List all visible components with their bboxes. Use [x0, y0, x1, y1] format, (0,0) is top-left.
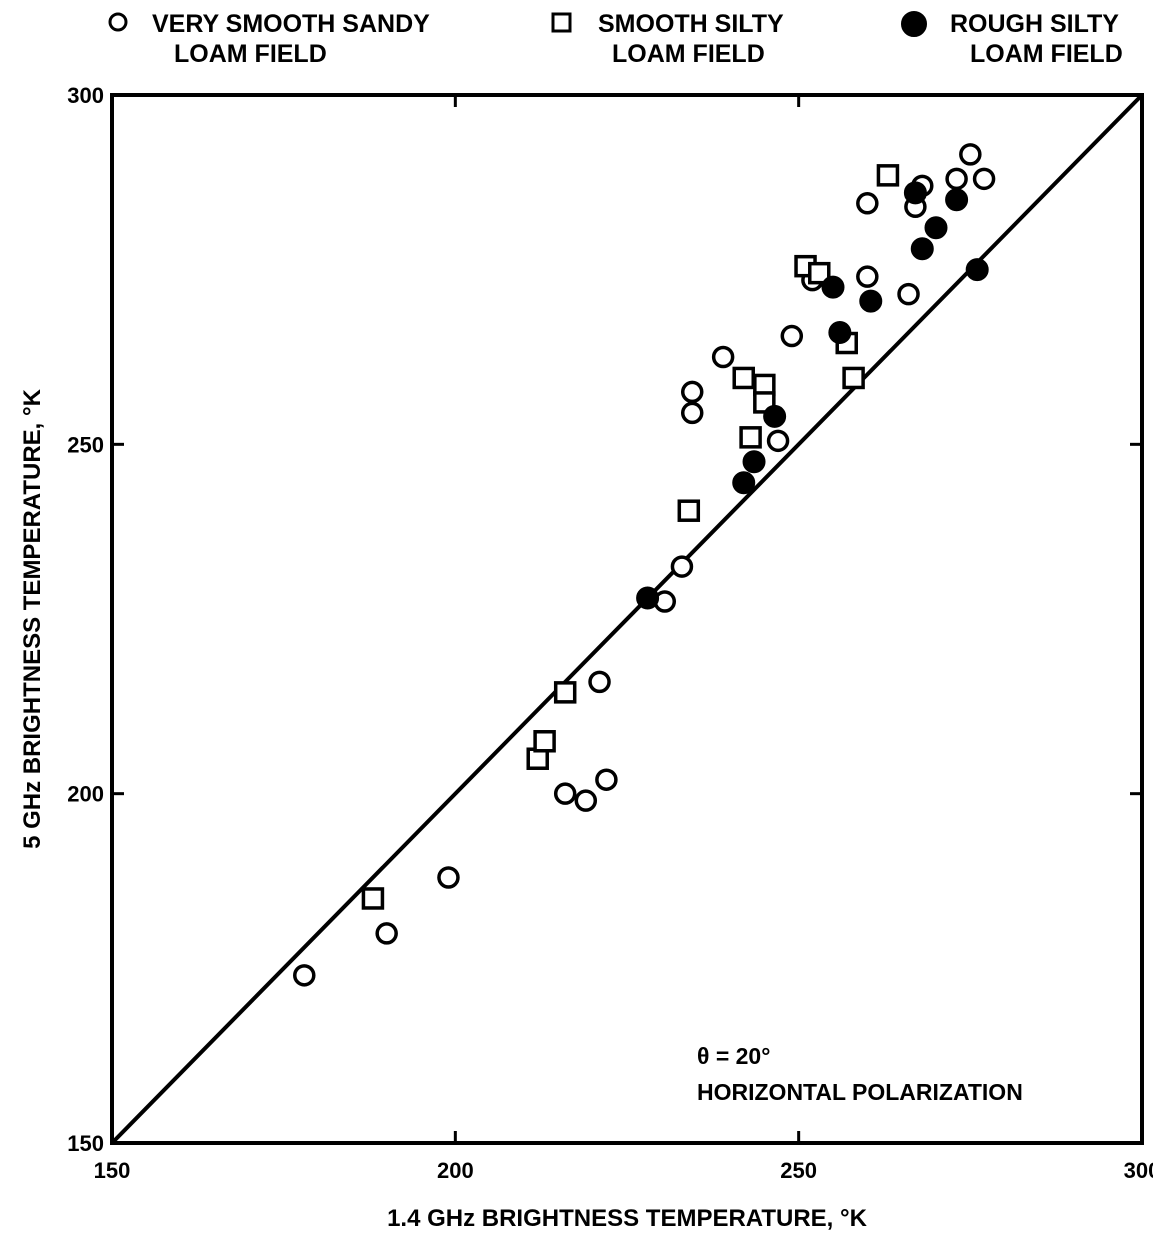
data-point-filled-circle — [859, 289, 883, 313]
annotation-angle: θ = 20° — [697, 1043, 770, 1069]
data-point-open-square — [553, 681, 577, 704]
data-point-open-circle — [680, 401, 704, 425]
series-open-square — [361, 164, 900, 910]
data-point-open-circle — [711, 345, 735, 369]
y-axis-title: 5 GHz BRIGHTNESS TEMPERATURE, °K — [19, 388, 46, 849]
data-point-filled-circle — [965, 258, 989, 282]
data-point-filled-circle — [910, 237, 934, 261]
x-tick-label: 150 — [94, 1158, 131, 1183]
legend-entry-smooth-silty: SMOOTH SILTY LOAM FIELD — [551, 10, 784, 68]
legend-marker-open-circle — [108, 12, 128, 32]
data-point-open-circle — [945, 167, 968, 191]
data-point-open-circle — [595, 768, 618, 791]
data-point-filled-circle — [828, 321, 852, 345]
legend-label-line2: LOAM FIELD — [174, 40, 327, 68]
data-point-open-square — [361, 887, 385, 910]
data-point-filled-circle — [903, 181, 927, 205]
annotation-polarization: HORIZONTAL POLARIZATION — [697, 1079, 1023, 1105]
legend-label-line1: SMOOTH SILTY — [598, 10, 784, 38]
legend-label-line2: LOAM FIELD — [612, 40, 765, 68]
data-point-open-circle — [588, 670, 611, 694]
data-point-filled-circle — [945, 188, 969, 212]
data-point-filled-circle — [636, 586, 660, 610]
x-tick-label: 250 — [780, 1158, 817, 1183]
data-point-open-circle — [375, 922, 398, 945]
data-point-open-square — [739, 426, 762, 449]
x-tick-label: 200 — [437, 1158, 474, 1183]
legend-entry-rough-silty: ROUGH SILTY LOAM FIELD — [901, 10, 1123, 68]
data-point-open-circle — [766, 429, 790, 453]
series-open-circle — [293, 143, 996, 987]
data-point-open-square — [677, 499, 701, 522]
data-point-open-circle — [680, 380, 704, 404]
data-point-open-circle — [972, 167, 996, 191]
one-to-one-line — [110, 93, 1144, 1145]
data-points — [293, 143, 996, 987]
data-point-filled-circle — [742, 450, 766, 474]
data-point-open-circle — [959, 143, 982, 166]
data-point-filled-circle — [732, 471, 756, 495]
series-filled-circle — [636, 181, 989, 610]
data-point-filled-circle — [924, 216, 948, 240]
data-point-open-circle — [856, 265, 879, 288]
data-point-open-square — [842, 366, 865, 390]
plot-frame — [110, 93, 1144, 1145]
data-point-open-square — [808, 261, 831, 285]
data-point-open-square — [732, 366, 755, 390]
y-tick-label: 150 — [67, 1131, 104, 1156]
legend-marker-filled-circle — [901, 11, 927, 37]
x-tick-label: 300 — [1124, 1158, 1153, 1183]
data-point-open-circle — [670, 555, 694, 578]
legend-label-line2: LOAM FIELD — [970, 40, 1123, 68]
y-tick-label: 300 — [67, 83, 104, 108]
y-tick-label: 250 — [67, 432, 104, 457]
data-point-open-square — [533, 730, 556, 753]
data-point-open-square — [876, 164, 900, 187]
data-point-open-circle — [856, 192, 879, 215]
legend-marker-open-square — [551, 12, 572, 33]
data-point-filled-circle — [821, 275, 845, 299]
data-point-open-circle — [293, 964, 316, 987]
data-point-open-circle — [780, 324, 804, 348]
data-point-open-circle — [574, 789, 598, 812]
data-point-open-circle — [553, 782, 577, 805]
data-point-filled-circle — [763, 404, 787, 428]
data-point-open-circle — [437, 866, 460, 889]
x-axis-title: 1.4 GHz BRIGHTNESS TEMPERATURE, °K — [387, 1205, 868, 1232]
reference-line-group — [110, 93, 1144, 1145]
axis-ticks: 150 200 250 300 150 200 250 300 — [67, 83, 1153, 1183]
legend-label-line1: ROUGH SILTY — [950, 10, 1119, 38]
data-point-open-circle — [897, 282, 920, 306]
y-tick-label: 200 — [67, 782, 104, 807]
legend: VERY SMOOTH SANDY LOAM FIELD SMOOTH SILT… — [108, 10, 1123, 68]
legend-label-line1: VERY SMOOTH SANDY — [152, 10, 430, 38]
legend-entry-very-smooth-sandy: VERY SMOOTH SANDY LOAM FIELD — [108, 10, 430, 68]
